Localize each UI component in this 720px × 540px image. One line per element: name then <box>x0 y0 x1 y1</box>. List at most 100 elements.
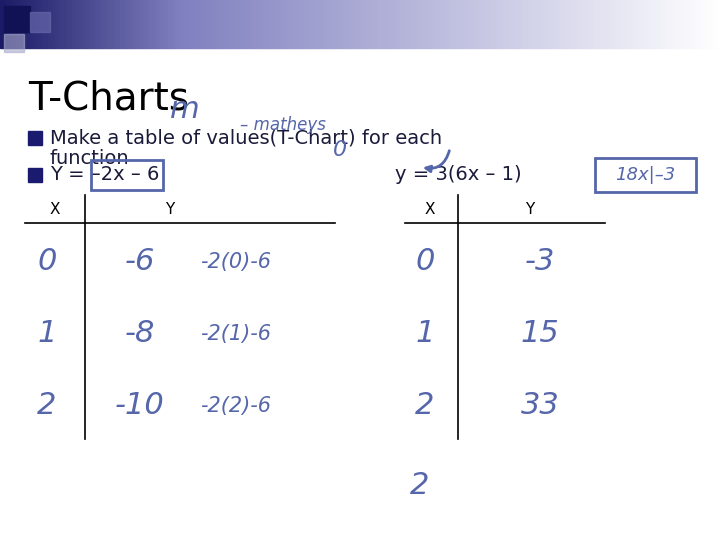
Bar <box>2 0 5 48</box>
Bar <box>199 0 202 48</box>
Bar <box>711 0 713 48</box>
Bar <box>571 0 574 48</box>
Bar <box>158 0 161 48</box>
Bar <box>7 0 9 48</box>
Bar <box>441 0 444 48</box>
Bar <box>405 0 408 48</box>
Bar <box>554 0 557 48</box>
Bar <box>703 0 706 48</box>
Bar <box>166 0 168 48</box>
Bar <box>211 0 214 48</box>
Bar <box>185 0 187 48</box>
Text: 33: 33 <box>521 392 559 421</box>
Bar <box>89 0 91 48</box>
Bar <box>588 0 590 48</box>
Bar <box>355 0 358 48</box>
Bar <box>279 0 281 48</box>
Bar <box>446 0 449 48</box>
Bar <box>281 0 283 48</box>
Bar <box>535 0 538 48</box>
Bar <box>271 0 274 48</box>
Bar <box>99 0 101 48</box>
Text: Make a table of values(T-Chart) for each: Make a table of values(T-Chart) for each <box>50 129 442 147</box>
Bar <box>718 0 720 48</box>
Bar <box>247 0 250 48</box>
Bar <box>31 0 34 48</box>
Bar <box>679 0 682 48</box>
Bar <box>146 0 149 48</box>
Bar <box>585 0 588 48</box>
Bar <box>180 0 182 48</box>
Bar <box>353 0 355 48</box>
Bar <box>173 0 175 48</box>
Bar <box>502 0 504 48</box>
Bar <box>317 0 319 48</box>
Bar <box>369 0 372 48</box>
Bar <box>135 0 137 48</box>
Bar <box>490 0 492 48</box>
Bar <box>113 0 115 48</box>
Bar <box>578 0 581 48</box>
Bar <box>693 0 696 48</box>
Bar <box>94 0 96 48</box>
Bar <box>286 0 288 48</box>
Bar <box>204 0 207 48</box>
Bar <box>322 0 324 48</box>
Bar <box>331 0 333 48</box>
Bar <box>149 0 151 48</box>
Bar <box>53 0 55 48</box>
Bar <box>182 0 185 48</box>
Bar <box>655 0 657 48</box>
Bar <box>593 0 595 48</box>
Bar <box>513 0 516 48</box>
Bar <box>67 0 70 48</box>
Bar <box>58 0 60 48</box>
Bar <box>595 0 598 48</box>
Bar <box>415 0 418 48</box>
Bar <box>540 0 542 48</box>
Bar <box>348 0 351 48</box>
Bar <box>293 0 295 48</box>
Bar <box>24 0 27 48</box>
Text: Y: Y <box>166 202 175 218</box>
Bar <box>216 0 218 48</box>
Bar <box>547 0 549 48</box>
Bar <box>650 0 653 48</box>
Bar <box>569 0 571 48</box>
Bar <box>600 0 603 48</box>
Bar <box>646 0 648 48</box>
Bar <box>110 0 113 48</box>
Bar <box>576 0 578 48</box>
Bar <box>41 0 43 48</box>
Bar <box>38 0 41 48</box>
Bar <box>379 0 382 48</box>
Bar <box>459 0 461 48</box>
Text: 0: 0 <box>415 247 435 276</box>
Bar <box>336 0 338 48</box>
Text: y = 3(6x – 1): y = 3(6x – 1) <box>395 165 521 185</box>
Text: -2(0)-6: -2(0)-6 <box>200 252 271 272</box>
Text: 0: 0 <box>333 140 347 160</box>
Bar <box>290 0 293 48</box>
Bar <box>634 0 636 48</box>
Bar <box>324 0 326 48</box>
Bar <box>497 0 499 48</box>
Bar <box>153 0 156 48</box>
Bar <box>60 0 63 48</box>
Bar <box>470 0 473 48</box>
Bar <box>420 0 423 48</box>
Bar <box>418 0 420 48</box>
Bar <box>50 0 53 48</box>
Text: X: X <box>50 202 60 218</box>
Bar <box>641 0 643 48</box>
Bar <box>636 0 639 48</box>
Bar <box>682 0 684 48</box>
Bar <box>629 0 631 48</box>
Bar <box>643 0 646 48</box>
Bar <box>233 0 235 48</box>
Text: function: function <box>50 150 130 168</box>
Bar <box>74 0 77 48</box>
Bar <box>197 0 199 48</box>
Bar <box>225 0 228 48</box>
Bar <box>372 0 374 48</box>
